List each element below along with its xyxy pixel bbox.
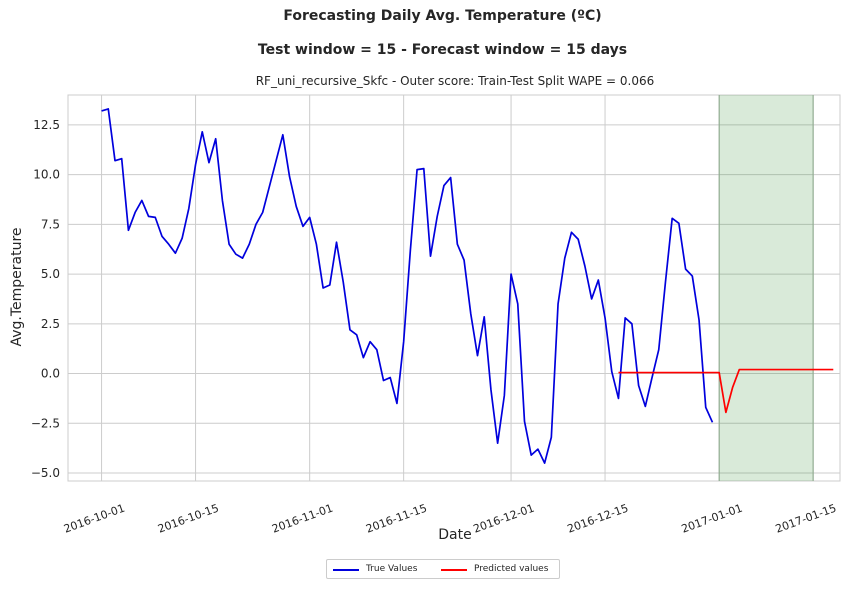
legend-swatch-true-values [333,569,359,571]
x-tick-label: 2016-12-15 [566,502,631,536]
forecast-window-band [719,95,814,481]
forecast-window [718,95,814,481]
y-tick-label: 10.0 [33,168,60,182]
y-tick-label: −2.5 [31,416,60,430]
y-tick-label: 2.5 [41,317,60,331]
x-tick-label: 2016-11-15 [364,502,429,536]
legend-label-predicted-values: Predicted values [474,564,549,574]
series-line-predicted-values [618,368,834,414]
y-tick-label: 5.0 [41,267,60,281]
x-tick-label: 2017-01-15 [774,502,839,536]
legend: True Values Predicted values [326,559,560,579]
y-tick-label: 7.5 [41,217,60,231]
series-line-true-values [101,108,714,464]
chart-subtitle: Test window = 15 - Forecast window = 15 … [257,42,628,58]
x-tick-label: 2016-10-15 [156,502,221,536]
y-axis-label: Avg.Temperature [9,227,25,346]
y-axis-ticks: −5.0 −2.5 0.0 2.5 5.0 7.5 10.0 12.5 [31,118,60,480]
y-tick-label: 12.5 [33,118,60,132]
y-tick-label: −5.0 [31,466,60,480]
x-tick-label: 2016-10-01 [62,502,127,536]
x-tick-label: 2017-01-01 [680,502,745,536]
legend-label-true-values: True Values [366,564,418,574]
score-caption: RF_uni_recursive_Skfc - Outer score: Tra… [255,74,655,88]
chart-title: Forecasting Daily Avg. Temperature (ºC) [283,8,602,24]
legend-swatch-predicted-values [441,569,467,571]
x-tick-label: 2016-12-01 [472,502,537,536]
x-tick-label: 2016-11-01 [270,502,335,536]
series-lines [101,108,834,464]
x-axis-label: Date [438,527,471,543]
y-tick-label: 0.0 [41,367,60,381]
